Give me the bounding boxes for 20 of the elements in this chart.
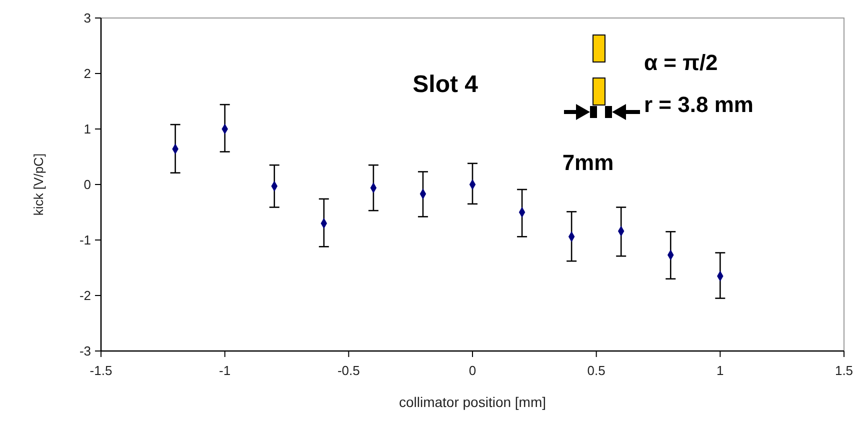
x-tick-label: 1 (716, 363, 724, 378)
y-tick-label: -1 (79, 232, 91, 248)
annotation: α = π/2 (644, 50, 718, 75)
annotation: r = 3.8 mm (644, 92, 754, 117)
x-tick-label: 0 (468, 363, 476, 378)
y-tick-label: -3 (79, 344, 91, 359)
y-tick-label: 0 (84, 177, 91, 192)
y-axis-title: kick [V/pC] (31, 153, 46, 216)
x-tick-label: -1.5 (90, 363, 112, 378)
x-tick-label: -1 (219, 363, 231, 378)
y-tick-label: 2 (84, 66, 91, 82)
x-tick-label: 1.5 (834, 363, 854, 378)
annotation: Slot 4 (412, 71, 479, 98)
y-tick-label: 1 (84, 122, 91, 137)
x-tick-label: 0.5 (587, 363, 606, 378)
x-axis-title: collimator position [mm] (398, 394, 546, 410)
x-tick-label: -0.5 (337, 363, 360, 378)
y-tick-label: 3 (84, 10, 91, 26)
annotation: 7mm (562, 150, 614, 175)
y-tick-label: -2 (79, 288, 91, 304)
